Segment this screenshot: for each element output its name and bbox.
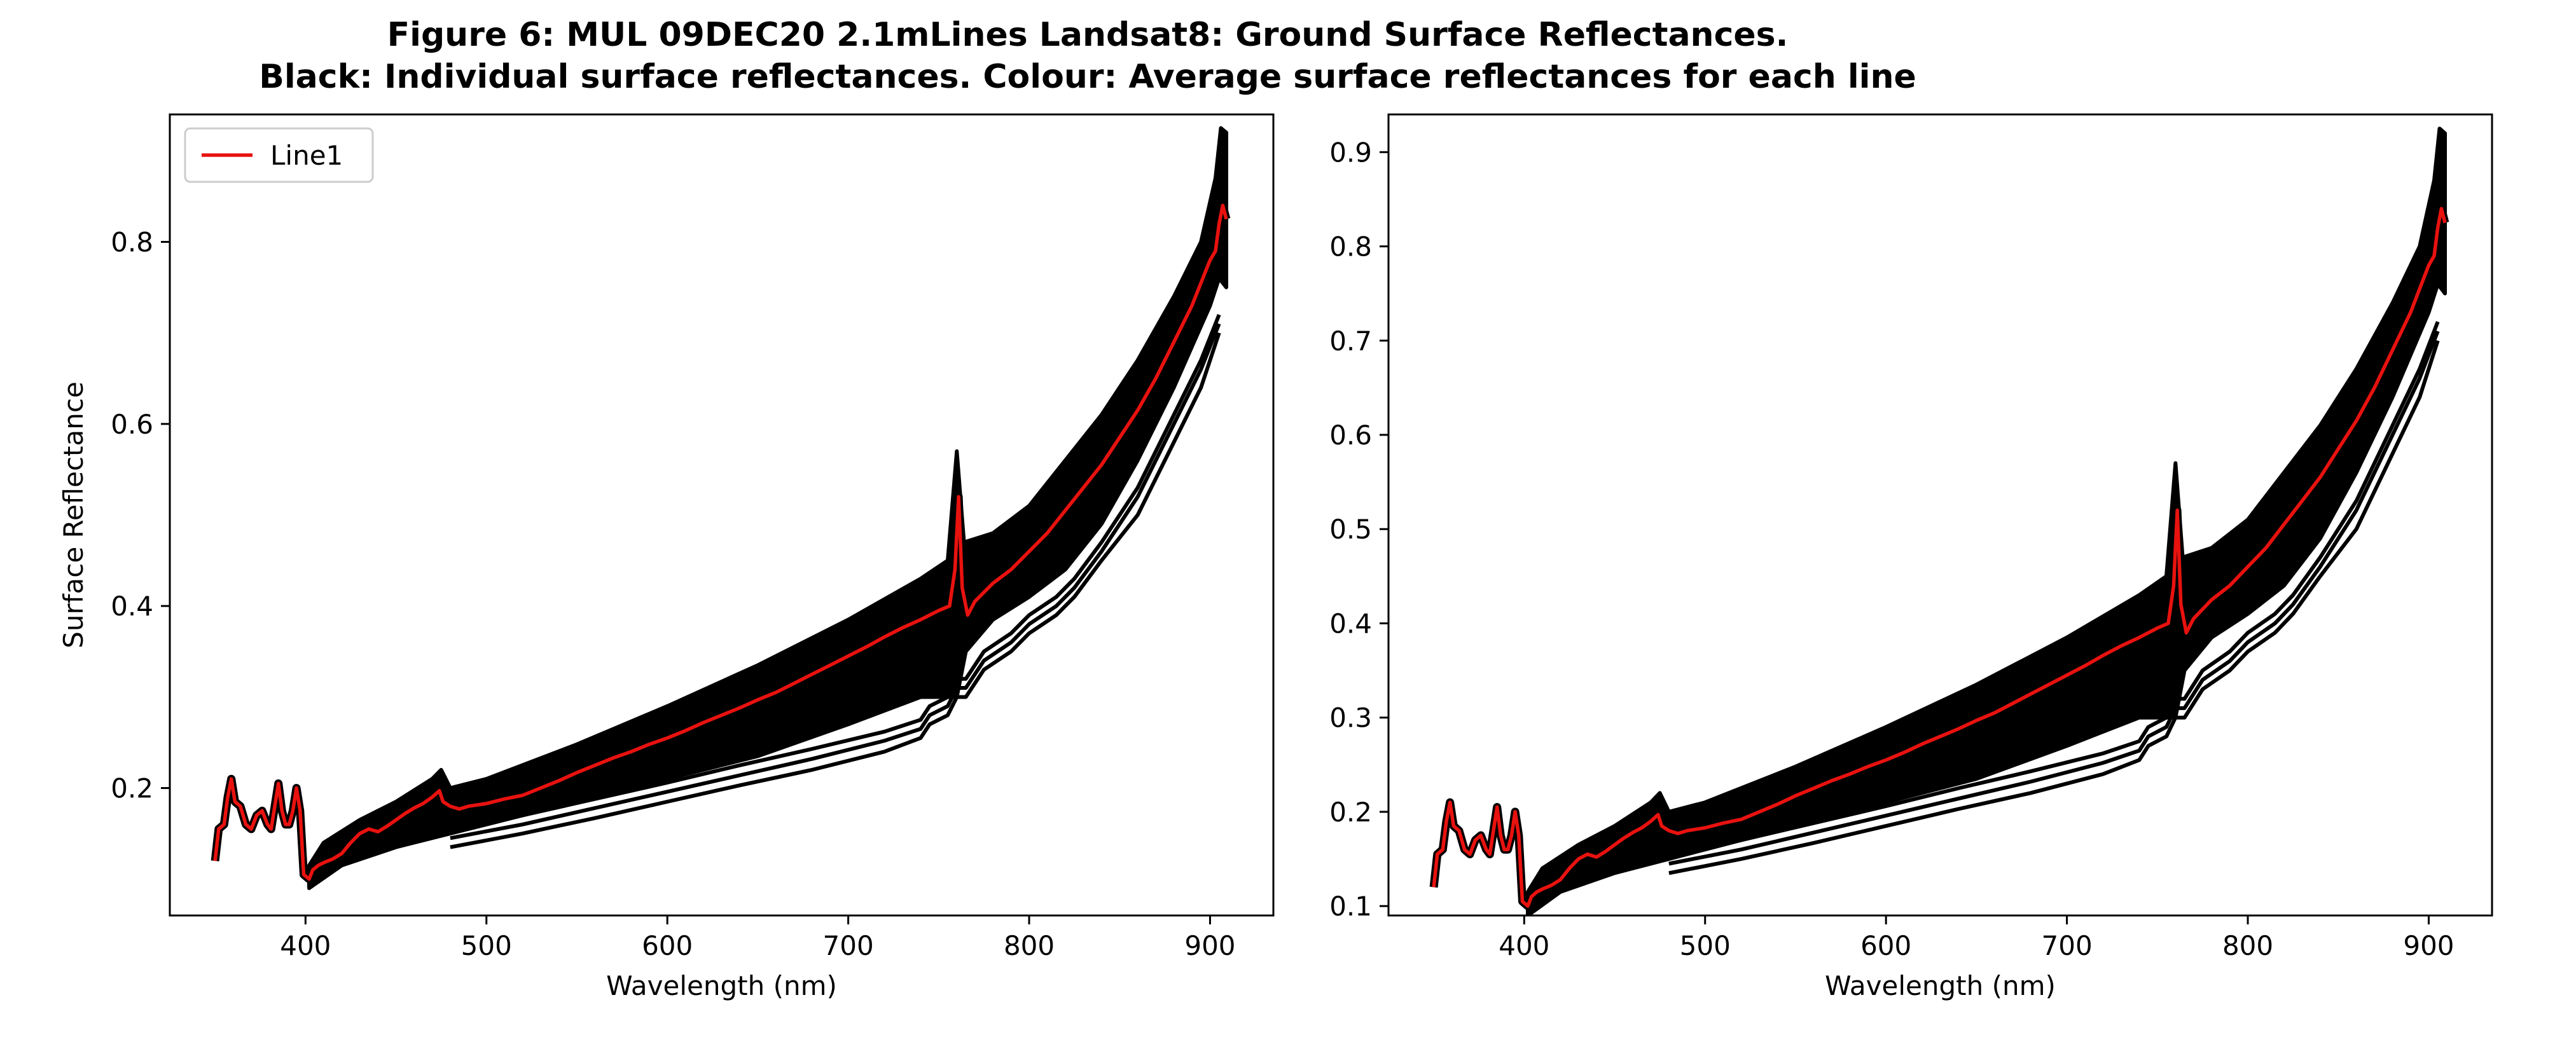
left-plot-panel: 400 500 600 700 800 900 0.2 0.4 0.6 0.8 Wavelength… (58, 113, 1275, 1001)
individual-reflectance-line-2 (450, 323, 1221, 840)
average-reflectance-line (1432, 207, 2447, 908)
x-axis-label: Wavelength (nm) (606, 970, 837, 1001)
y-tick-label: 0.6 (1329, 420, 1372, 451)
legend-label-line1: Line1 (270, 140, 343, 171)
x-tick-label: 800 (1004, 930, 1055, 961)
y-axis-label: Surface Reflectance (58, 381, 89, 648)
figure-title: Figure 6: MUL 09DEC20 2.1mLines Landsat8… (0, 14, 2175, 98)
y-tick-label: 0.5 (1329, 514, 1372, 545)
right-plot-panel: 400 500 600 700 800 900 0.1 0.2 0.3 0.4 0.5 0.6 0.7 0… (1329, 113, 2493, 1001)
individual-reflectance-line-1 (450, 332, 1221, 849)
y-tick-label: 0.8 (1329, 231, 1372, 263)
x-tick-label: 500 (461, 930, 512, 961)
figure-title-line2: Black: Individual surface reflectances. … (259, 58, 1916, 96)
x-tick-label: 600 (1860, 930, 1911, 961)
x-tick-label: 500 (1680, 930, 1731, 961)
axes-frame (169, 113, 1275, 917)
x-tick-label: 700 (823, 930, 874, 961)
x-axis-label: Wavelength (nm) (1825, 970, 2056, 1001)
individual-reflectance-line-2 (1668, 330, 2440, 866)
individual-reflectance-line-3 (1668, 321, 2440, 856)
axes-frame (1387, 113, 2493, 917)
y-tick-label: 0.2 (1329, 797, 1372, 828)
x-tick-label: 400 (1499, 930, 1549, 961)
average-reflectance-line (213, 203, 1228, 881)
x-tick-label: 800 (2222, 930, 2273, 961)
y-tick-label: 0.1 (1329, 891, 1372, 922)
individual-reflectance-band (1526, 127, 2447, 915)
figure-title-line1: Figure 6: MUL 09DEC20 2.1mLines Landsat8… (387, 16, 1789, 54)
plot-area (1429, 127, 2449, 915)
individual-reflectance-line-3 (450, 313, 1221, 831)
y-tick-label: 0.3 (1329, 703, 1372, 734)
y-tick-label: 0.4 (1329, 608, 1372, 639)
individual-reflectance-line-1 (1668, 339, 2440, 875)
y-tick-label: 0.4 (111, 591, 153, 622)
x-tick-label: 400 (280, 930, 331, 961)
y-tick-label: 0.6 (111, 409, 153, 440)
y-tick-label: 0.7 (1329, 326, 1372, 357)
legend: Line1 (184, 127, 374, 183)
individual-reflectance-band (307, 126, 1228, 890)
x-tick-label: 600 (642, 930, 693, 961)
y-tick-label: 0.8 (111, 226, 153, 257)
plot-area (211, 126, 1231, 890)
x-tick-label: 900 (1184, 930, 1235, 961)
y-tick-label: 0.9 (1329, 137, 1372, 168)
x-tick-label: 900 (2403, 930, 2454, 961)
x-tick-label: 700 (2042, 930, 2093, 961)
y-tick-label: 0.2 (111, 773, 153, 804)
legend-box (184, 127, 374, 183)
